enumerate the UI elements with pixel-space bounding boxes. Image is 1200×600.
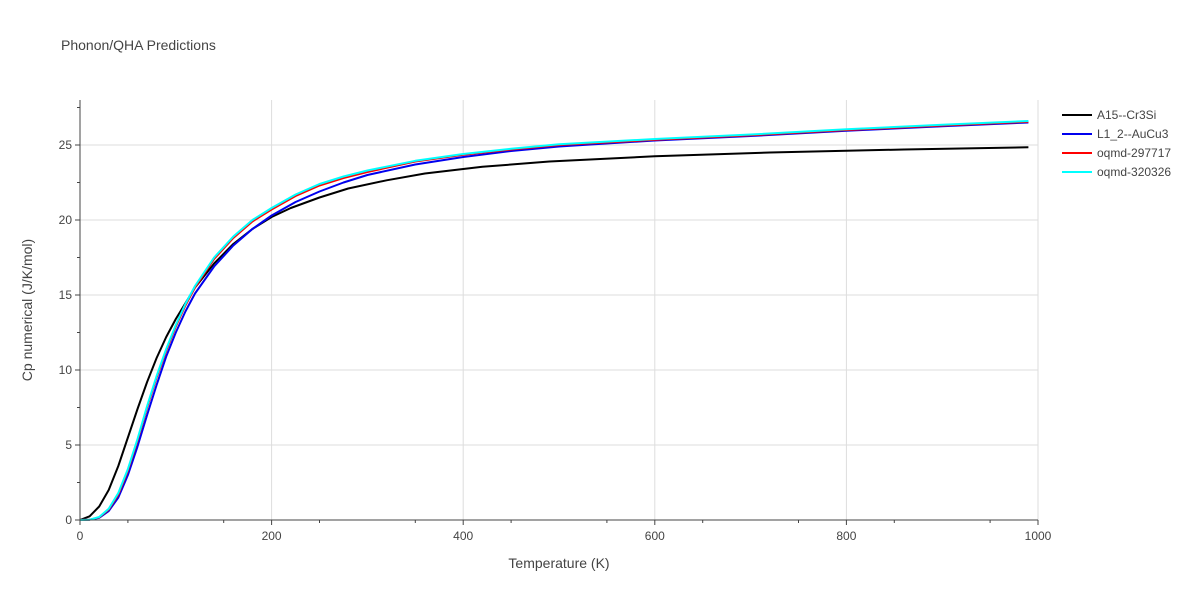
y-tick-label: 25 [59, 138, 73, 152]
x-tick-label: 600 [645, 529, 665, 543]
axes [79, 100, 1038, 521]
x-tick-label: 0 [77, 529, 84, 543]
x-tick-label: 200 [262, 529, 282, 543]
legend-label-2: oqmd-297717 [1097, 146, 1171, 160]
legend-label-3: oqmd-320326 [1097, 165, 1171, 179]
y-tick-label: 20 [59, 213, 73, 227]
y-ticks: 0 5 10 15 20 25 [59, 107, 80, 527]
x-tick-label: 400 [453, 529, 473, 543]
x-tick-label: 1000 [1025, 529, 1052, 543]
x-axis-title: Temperature (K) [508, 555, 609, 571]
chart-title: Phonon/QHA Predictions [61, 37, 216, 53]
legend-label-1: L1_2--AuCu3 [1097, 127, 1169, 141]
plot-area [79, 120, 1029, 521]
x-ticks: 0 200 400 600 800 1000 [77, 520, 1052, 543]
y-axis-title: Cp numerical (J/K/mol) [19, 239, 35, 381]
series-line-0 [79, 146, 1029, 521]
y-tick-label: 10 [59, 363, 73, 377]
y-tick-label: 0 [65, 513, 72, 527]
y-tick-label: 15 [59, 288, 73, 302]
y-tick-label: 5 [65, 438, 72, 452]
series-line-2 [79, 120, 1029, 521]
series-line-1 [79, 121, 1029, 521]
x-tick-label: 800 [836, 529, 856, 543]
series-line-3 [79, 120, 1029, 521]
legend-label-0: A15--Cr3Si [1097, 108, 1156, 122]
legend: A15--Cr3Si L1_2--AuCu3 oqmd-297717 oqmd-320… [1062, 108, 1171, 179]
grid-lines [80, 100, 1039, 520]
